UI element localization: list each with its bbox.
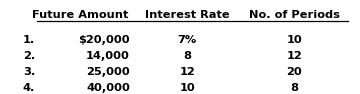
Text: 12: 12: [179, 67, 195, 77]
Text: 14,000: 14,000: [86, 51, 130, 61]
Text: 7%: 7%: [177, 35, 197, 45]
Text: 4.: 4.: [23, 83, 35, 93]
Text: 2.: 2.: [23, 51, 35, 61]
Text: 25,000: 25,000: [86, 67, 130, 77]
Text: 10: 10: [287, 35, 302, 45]
Text: 20: 20: [287, 67, 302, 77]
Text: 10: 10: [179, 83, 195, 93]
Text: $20,000: $20,000: [78, 35, 130, 45]
Text: 3.: 3.: [23, 67, 35, 77]
Text: Interest Rate: Interest Rate: [145, 10, 229, 20]
Text: 40,000: 40,000: [86, 83, 130, 93]
Text: 8: 8: [183, 51, 191, 61]
Text: 12: 12: [287, 51, 302, 61]
Text: Future Amount: Future Amount: [32, 10, 128, 20]
Text: 1.: 1.: [23, 35, 35, 45]
Text: 8: 8: [290, 83, 298, 93]
Text: No. of Periods: No. of Periods: [249, 10, 340, 20]
